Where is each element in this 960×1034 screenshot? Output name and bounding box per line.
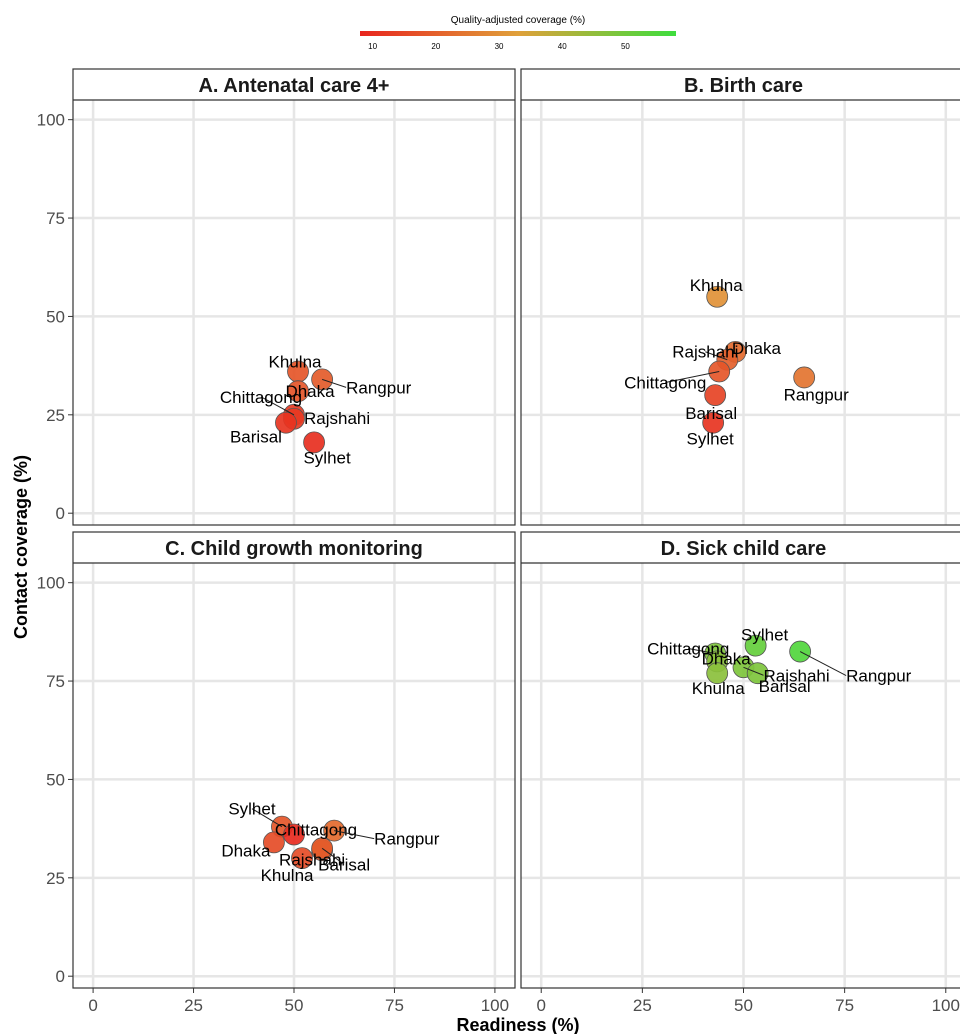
data-point xyxy=(283,823,305,846)
legend-tick-label: 10 xyxy=(368,42,377,51)
legend-colorbar xyxy=(360,31,676,36)
facet-panel: C. Child growth monitoring 0 25 50 75 100 0 25 5… xyxy=(37,531,516,1015)
point-label: Rajshahi xyxy=(672,343,738,362)
x-tick-label: 50 xyxy=(734,996,753,1015)
y-tick-label: 0 xyxy=(56,967,65,986)
label-leader-line xyxy=(665,371,720,384)
y-tick-label: 100 xyxy=(37,574,65,593)
x-tick-label: 100 xyxy=(481,996,509,1015)
point-label: Rajshahi xyxy=(764,666,830,685)
point-label: Sylhet xyxy=(741,626,789,645)
data-point xyxy=(704,384,727,407)
label-leader-line xyxy=(705,351,728,361)
point-label: Barisal xyxy=(230,428,282,447)
point-label: Dhaka xyxy=(702,649,752,668)
y-tick-label: 25 xyxy=(46,869,65,888)
y-tick-label: 0 xyxy=(56,504,65,523)
point-label: Sylhet xyxy=(687,430,735,449)
point-label: Chittagong xyxy=(647,640,729,659)
facet-panel: A. Antenatal care 4+ 0 25 50 75 100 Khulna Dhak… xyxy=(37,68,516,526)
label-leader-line xyxy=(799,651,847,676)
panel-border xyxy=(520,531,960,989)
legend-tick-label: 20 xyxy=(431,42,440,51)
x-tick-label: 50 xyxy=(285,996,304,1015)
x-tick-label: 0 xyxy=(88,996,97,1015)
data-points xyxy=(702,285,816,434)
data-point xyxy=(706,285,729,308)
panel-border xyxy=(72,68,516,526)
data-point xyxy=(303,431,325,454)
panel-title: B. Birth care xyxy=(684,75,803,97)
data-point xyxy=(291,847,313,870)
point-label: Rajshahi xyxy=(304,409,370,428)
y-tick-label: 50 xyxy=(46,307,65,326)
point-label: Khulna xyxy=(690,276,743,295)
label-leader-line xyxy=(321,378,347,388)
point-label: Rajshahi xyxy=(279,850,345,869)
panel-title: A. Antenatal care 4+ xyxy=(198,75,389,97)
y-tick-label: 75 xyxy=(46,672,65,691)
data-point xyxy=(287,380,309,403)
data-point xyxy=(793,366,816,389)
point-label: Sylhet xyxy=(303,448,351,467)
legend-title: Quality-adjusted coverage (%) xyxy=(451,15,586,26)
data-point xyxy=(744,634,767,657)
y-tick-label: 50 xyxy=(46,770,65,789)
data-points xyxy=(263,815,346,870)
point-label: Dhaka xyxy=(732,339,782,358)
x-tick-label: 75 xyxy=(385,996,404,1015)
point-label: Sylhet xyxy=(228,800,276,819)
y-axis-title: Contact coverage (%) xyxy=(11,455,31,639)
color-legend: Quality-adjusted coverage (%) 10 20 30 40 50 xyxy=(360,15,676,51)
point-labels: Chittagong Sylhet Dhaka Rajshahi Khulna Baris… xyxy=(647,626,912,699)
facet-panel: D. Sick child care 0 25 50 75 100 Chittagong Sy… xyxy=(520,531,960,1015)
point-label: Rangpur xyxy=(784,385,850,404)
point-label: Dhaka xyxy=(221,841,271,860)
x-tick-label: 75 xyxy=(835,996,854,1015)
point-label: Rangpur xyxy=(374,830,440,849)
legend-tick-label: 50 xyxy=(621,42,630,51)
point-label: Khulna xyxy=(692,679,745,698)
panel-title: D. Sick child care xyxy=(661,538,827,560)
point-label: Khulna xyxy=(269,353,322,372)
point-label: Barisal xyxy=(759,677,811,696)
panel-border xyxy=(520,68,960,526)
point-label: Chittagong xyxy=(275,821,357,840)
data-point xyxy=(263,831,285,854)
point-label: Rangpur xyxy=(846,667,912,686)
data-point xyxy=(706,662,729,685)
y-tick-label: 75 xyxy=(46,209,65,228)
x-tick-label: 0 xyxy=(536,996,545,1015)
label-leader-line xyxy=(321,847,345,865)
label-leader-line xyxy=(260,396,295,416)
x-axis-title: Readiness (%) xyxy=(456,1015,579,1034)
point-label: Dhaka xyxy=(285,382,335,401)
point-label: Rangpur xyxy=(346,378,412,397)
point-label: Chittagong xyxy=(220,388,302,407)
label-leader-line xyxy=(688,648,716,655)
legend-tick-label: 40 xyxy=(558,42,567,51)
x-tick-label: 100 xyxy=(932,996,960,1015)
point-label: Khulna xyxy=(261,866,314,885)
y-tick-label: 25 xyxy=(46,406,65,425)
label-leader-line xyxy=(334,830,375,840)
data-points xyxy=(275,360,334,454)
data-point xyxy=(275,411,297,434)
data-point xyxy=(702,411,725,434)
panel-title: C. Child growth monitoring xyxy=(165,538,423,560)
label-leader-line xyxy=(251,808,283,828)
x-tick-label: 25 xyxy=(633,996,652,1015)
point-label: Chittagong xyxy=(624,374,706,393)
label-leader-line xyxy=(743,666,764,676)
x-tick-label: 25 xyxy=(184,996,203,1015)
point-label: Barisal xyxy=(318,855,370,874)
point-label: Barisal xyxy=(685,404,737,423)
legend-tick-label: 30 xyxy=(495,42,504,51)
y-tick-label: 100 xyxy=(37,111,65,130)
